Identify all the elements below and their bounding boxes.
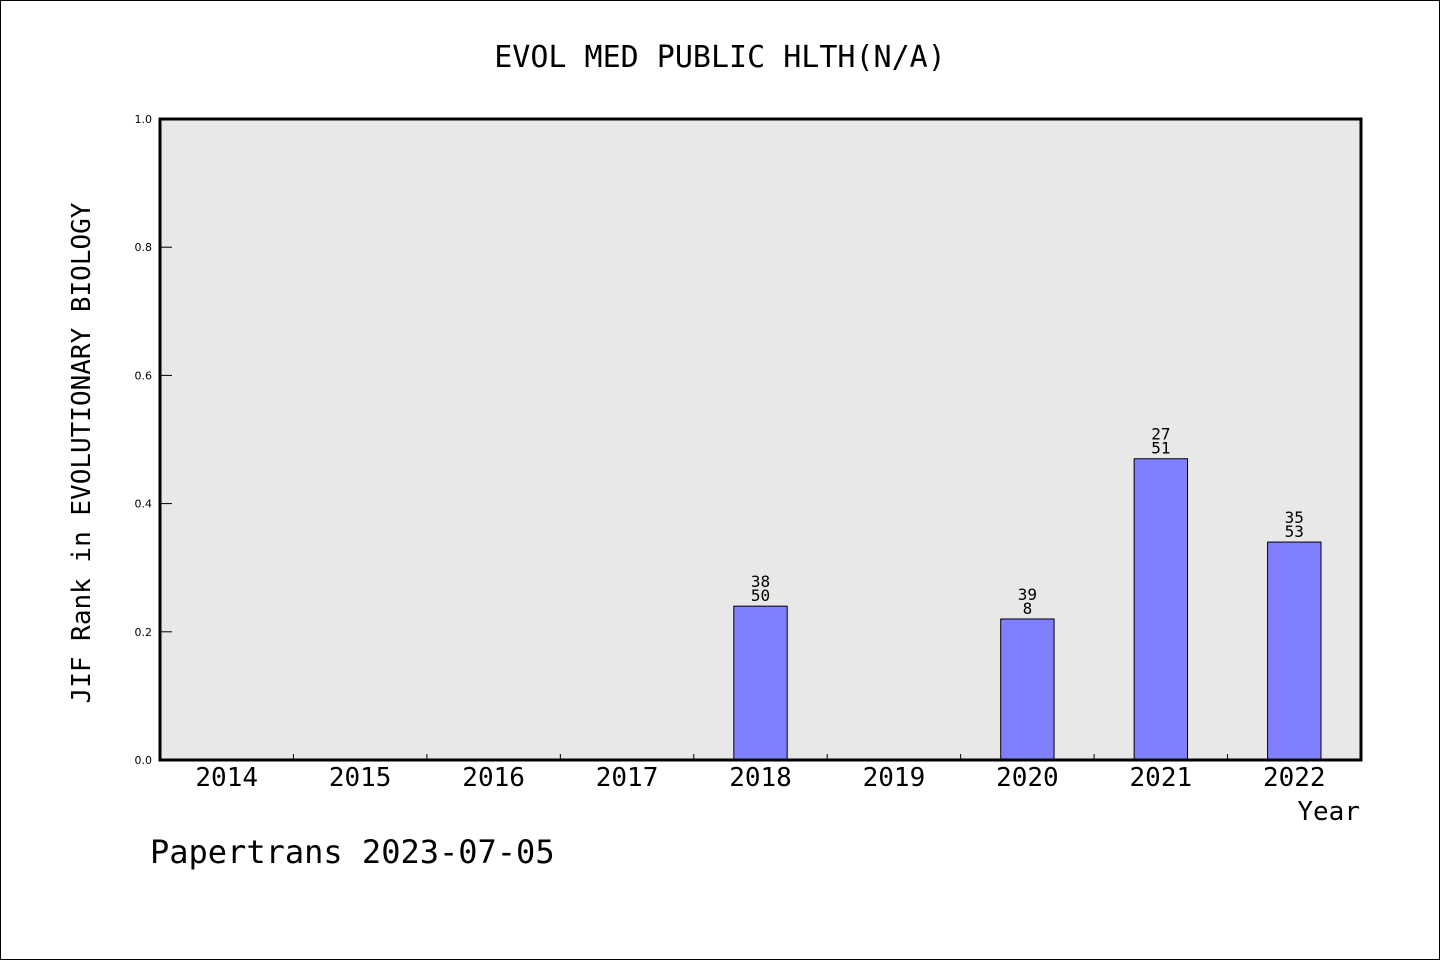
bar-2018 <box>733 605 788 761</box>
bar-label-rank: 38 <box>751 572 770 591</box>
bar-2020 <box>1000 618 1055 761</box>
y-tick-label: 0.6 <box>135 369 153 382</box>
x-axis-label: Year <box>1297 797 1360 827</box>
x-tick-label: 2019 <box>863 763 926 793</box>
footer-watermark: Papertrans 2023-07-05 <box>150 833 555 871</box>
bar-label-total: 8 <box>1023 599 1033 618</box>
bar-2022 <box>1267 541 1322 761</box>
y-tick-label: 0.8 <box>135 241 153 254</box>
x-tick-label: 2021 <box>1130 763 1193 793</box>
bar-label-rank: 39 <box>1018 585 1037 604</box>
bar-label-rank: 35 <box>1285 508 1304 527</box>
bar-label-total: 51 <box>1151 439 1170 458</box>
x-tick-label: 2022 <box>1263 763 1326 793</box>
x-axis: 2014 2015 2016 2017 2018 2019 2020 2021 2022 <box>195 754 1326 793</box>
y-tick-label: 1.0 <box>135 113 153 126</box>
x-tick-label: 2015 <box>329 763 392 793</box>
x-tick-label: 2018 <box>729 763 792 793</box>
y-tick-label: 0.4 <box>135 498 153 511</box>
x-tick-label: 2017 <box>596 763 659 793</box>
y-tick-label: 0.0 <box>135 754 153 767</box>
bar-label-rank: 27 <box>1151 425 1170 444</box>
x-tick-label: 2020 <box>996 763 1059 793</box>
bars-layer <box>733 458 1322 761</box>
bar-2021 <box>1133 458 1189 761</box>
bar-label-total: 53 <box>1285 522 1304 541</box>
bar-label-total: 50 <box>751 586 770 605</box>
plot-border <box>158 117 1363 762</box>
chart-title: EVOL MED PUBLIC HLTH(N/A) <box>494 40 946 75</box>
x-tick-label: 2014 <box>195 763 258 793</box>
x-tick-label: 2016 <box>462 763 525 793</box>
y-tick-label: 0.2 <box>135 626 153 639</box>
y-axis-label: JIF Rank in EVOLUTIONARY BIOLOGY <box>67 202 97 703</box>
